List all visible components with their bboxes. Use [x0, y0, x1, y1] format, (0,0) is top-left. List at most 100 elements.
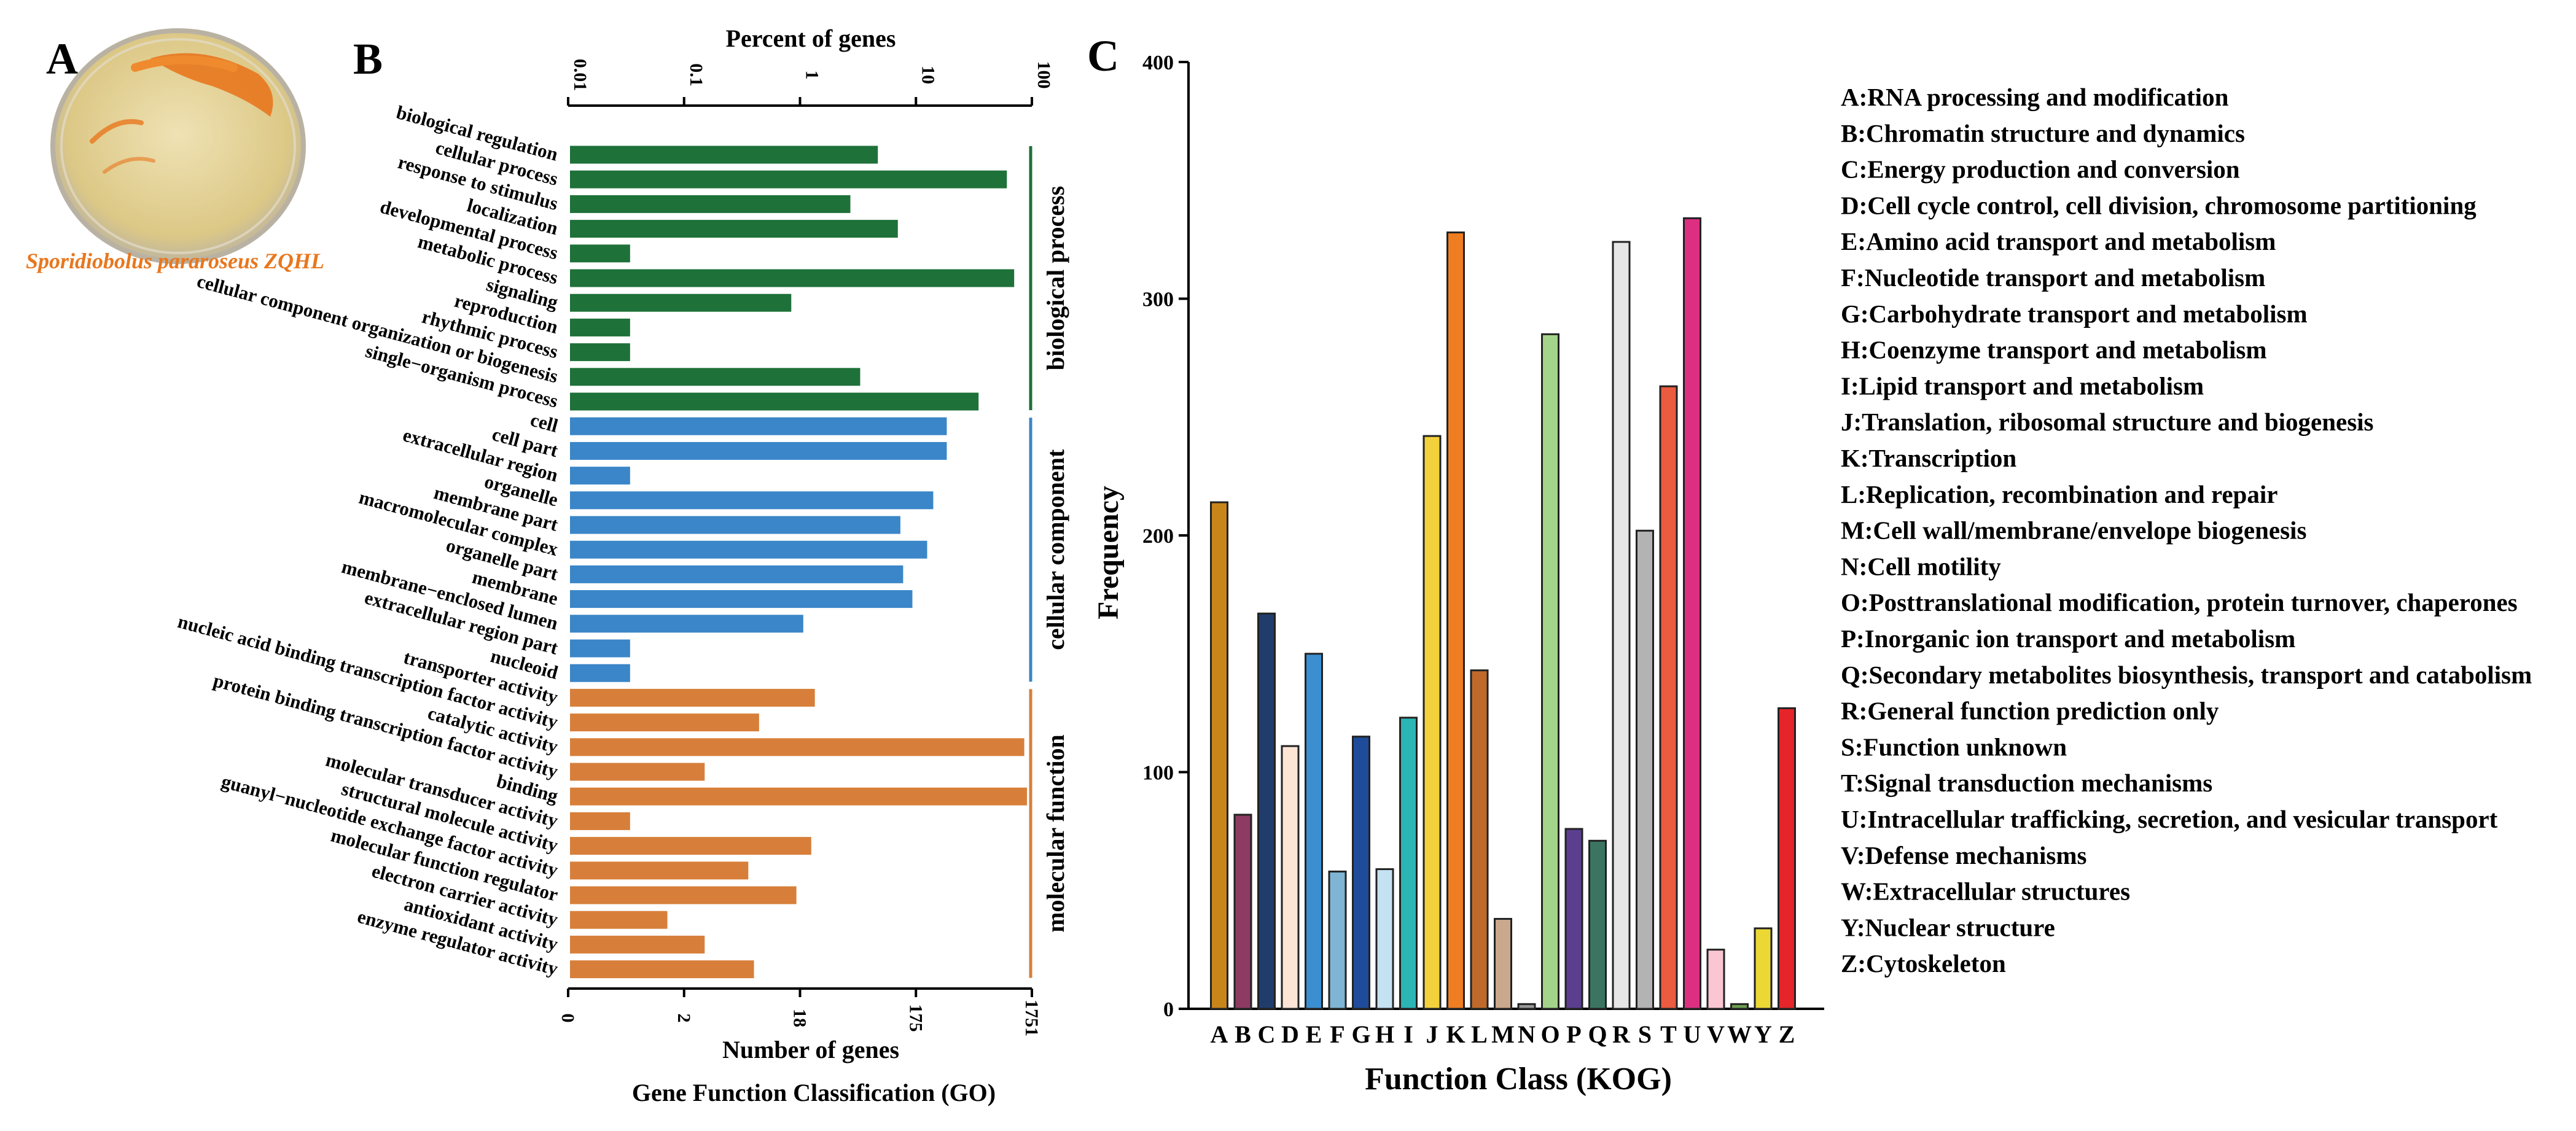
kog-legend-entry: J:Translation, ribosomal structure and b… — [1841, 408, 2374, 436]
go-bar — [570, 615, 803, 633]
kog-category-label: I — [1403, 1020, 1413, 1048]
panel-c-kog-chart: C Frequency Function Class (KOG) A:RNA p… — [1087, 31, 2532, 1097]
panel-b-go-chart: B Percent of genes Number of genes Gene … — [176, 25, 1069, 1106]
kog-category-label: H — [1375, 1020, 1394, 1048]
go-bar — [570, 392, 979, 411]
kog-legend-entry: D:Cell cycle control, cell division, chr… — [1841, 191, 2476, 219]
panel-a: A Sporidiobolus pararoseus ZQHL — [26, 28, 324, 273]
go-bar — [570, 491, 934, 510]
kog-legend-entry: T:Signal transduction mechanisms — [1841, 769, 2212, 797]
go-bar — [570, 664, 630, 682]
go-group-label: molecular function — [1042, 734, 1069, 933]
kog-bar — [1399, 717, 1418, 1010]
kog-bar — [1778, 707, 1796, 1010]
kog-category-label: B — [1235, 1020, 1251, 1048]
kog-legend-entry: W:Extracellular structures — [1841, 877, 2130, 906]
panel-a-letter: A — [46, 34, 78, 84]
go-top-tick-label: 100 — [1034, 61, 1054, 89]
kog-category-label: V — [1707, 1020, 1725, 1048]
kog-category-label: Y — [1754, 1020, 1772, 1048]
kog-legend-entry: P:Inorganic ion transport and metabolism — [1841, 624, 2295, 653]
go-bar — [570, 688, 815, 707]
go-bar — [570, 269, 1015, 287]
go-top-axis-label: Percent of genes — [726, 25, 896, 52]
kog-legend-entry: G:Carbohydrate transport and metabolism — [1841, 300, 2308, 328]
kog-category-label: G — [1351, 1020, 1370, 1048]
go-bar — [570, 787, 1028, 806]
kog-legend-entry: I:Lipid transport and metabolism — [1841, 371, 2204, 400]
go-bar — [570, 220, 898, 238]
kog-category-label: E — [1306, 1020, 1322, 1048]
kog-bar — [1494, 918, 1512, 1010]
kog-legend-entry: U:Intracellular trafficking, secretion, … — [1841, 805, 2498, 833]
go-bottom-tick-label: 0 — [558, 1014, 578, 1023]
kog-category-label: C — [1258, 1020, 1276, 1048]
go-bar — [570, 639, 630, 658]
kog-legend-entry: B:Chromatin structure and dynamics — [1841, 119, 2245, 147]
kog-legend-entry: V:Defense mechanisms — [1841, 841, 2086, 869]
go-bar — [570, 590, 913, 608]
kog-legend-entry: K:Transcription — [1841, 444, 2016, 472]
kog-bar — [1470, 669, 1489, 1010]
kog-category-label: W — [1727, 1020, 1752, 1048]
kog-x-axis-label: Function Class (KOG) — [1365, 1062, 1672, 1097]
kog-legend: A:RNA processing and modification B:Chrom… — [1841, 83, 2532, 977]
kog-bar — [1305, 653, 1323, 1010]
go-bar — [570, 837, 811, 855]
go-bottom-tick-label: 175 — [905, 1005, 926, 1032]
go-bar — [570, 195, 851, 213]
kog-legend-entry: N:Cell motility — [1841, 552, 2001, 580]
kog-bar — [1352, 736, 1370, 1010]
kog-y-tick-label: 400 — [1142, 52, 1174, 74]
go-bar — [570, 244, 630, 263]
go-bar — [570, 417, 947, 435]
kog-category-label: K — [1446, 1020, 1465, 1048]
kog-bar — [1754, 927, 1773, 1010]
go-bottom-tick-label: 18 — [790, 1009, 810, 1027]
kog-legend-entry: O:Posttranslational modification, protei… — [1841, 588, 2518, 616]
go-chart-title: Gene Function Classification (GO) — [632, 1079, 996, 1106]
kog-category-label: U — [1684, 1020, 1701, 1048]
kog-bar — [1257, 612, 1276, 1010]
kog-bar — [1517, 1003, 1536, 1010]
kog-category-label: M — [1491, 1020, 1515, 1048]
kog-y-tick-label: 100 — [1142, 762, 1174, 785]
kog-category-label: Q — [1588, 1020, 1607, 1048]
go-bar — [570, 763, 705, 781]
kog-y-tick-label: 200 — [1142, 525, 1174, 548]
go-group-label: cellular component — [1042, 449, 1069, 650]
kog-legend-entry: R:General function prediction only — [1841, 697, 2219, 725]
kog-category-label: S — [1638, 1020, 1652, 1048]
kog-category-label: Z — [1779, 1020, 1795, 1048]
kog-bar — [1636, 529, 1654, 1010]
go-bar — [570, 343, 630, 362]
kog-category-label: O — [1540, 1020, 1559, 1048]
strain-caption: Sporidiobolus pararoseus ZQHL — [26, 249, 324, 273]
kog-category-label: A — [1211, 1020, 1228, 1048]
kog-bar — [1375, 868, 1394, 1010]
kog-bar — [1612, 241, 1631, 1010]
kog-legend-entry: H:Coenzyme transport and metabolism — [1841, 336, 2267, 364]
kog-bar — [1328, 870, 1347, 1010]
kog-bar — [1564, 828, 1583, 1010]
kog-legend-entry: L:Replication, recombination and repair — [1841, 480, 2277, 508]
petri-dish-image — [50, 28, 306, 264]
kog-bar — [1210, 501, 1228, 1010]
kog-category-label: T — [1660, 1020, 1677, 1048]
go-bar — [570, 713, 759, 732]
go-top-tick-label: 0.01 — [570, 59, 590, 91]
go-bottom-tick-label: 1751 — [1021, 1000, 1042, 1036]
go-bar — [570, 738, 1025, 756]
go-bar — [570, 935, 705, 954]
go-bar — [570, 368, 861, 386]
go-term-label: cell — [528, 409, 561, 437]
kog-bar — [1423, 435, 1442, 1010]
kog-bar — [1281, 745, 1300, 1010]
kog-bar — [1659, 385, 1678, 1010]
kog-bar — [1541, 333, 1559, 1010]
kog-category-label: N — [1518, 1020, 1536, 1048]
go-bar — [570, 861, 749, 880]
kog-bar — [1706, 949, 1725, 1010]
go-bar — [570, 467, 630, 485]
go-bar — [570, 911, 668, 929]
